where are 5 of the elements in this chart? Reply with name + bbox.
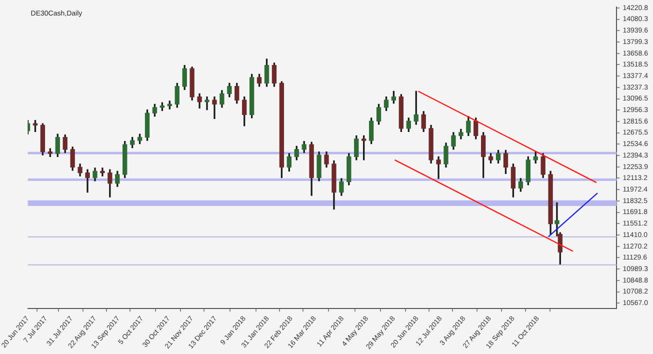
candlestick <box>100 168 105 176</box>
candlestick <box>204 96 210 110</box>
candlestick <box>85 169 90 193</box>
candlestick <box>212 96 217 120</box>
candlestick <box>436 156 441 179</box>
